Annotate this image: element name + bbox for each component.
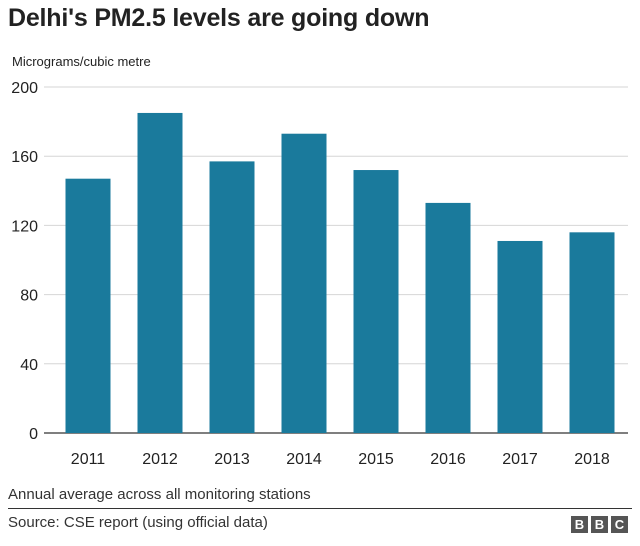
- x-axis-ticks: 2011 2012 2013 2014 2015 2016 2017 2018: [71, 451, 610, 468]
- x-tick-label: 2015: [358, 451, 394, 468]
- bar-2015: [353, 170, 399, 434]
- x-tick-label: 2012: [142, 451, 178, 468]
- bar-2017: [497, 240, 543, 433]
- y-tick-label: 0: [29, 426, 38, 443]
- y-tick-label: 80: [20, 288, 38, 305]
- source-text: Source: CSE report (using official data): [8, 514, 268, 531]
- y-tick-label: 120: [11, 218, 38, 235]
- bar-2013: [209, 161, 255, 433]
- bbc-logo: B B C: [571, 516, 628, 533]
- bar-2014: [281, 133, 327, 433]
- y-axis-unit-label: Micrograms/cubic metre: [12, 54, 151, 69]
- y-tick-label: 200: [11, 80, 38, 97]
- y-tick-label: 160: [11, 149, 38, 166]
- bars: [65, 112, 615, 434]
- x-tick-label: 2018: [574, 451, 610, 468]
- bbc-logo-letter: C: [611, 516, 628, 533]
- footnote: Annual average across all monitoring sta…: [8, 486, 311, 503]
- bar-2016: [425, 202, 471, 433]
- bar-2018: [569, 232, 615, 433]
- x-tick-label: 2016: [430, 451, 466, 468]
- y-axis-ticks: 0 40 80 120 160 200: [11, 80, 38, 443]
- chart-title: Delhi's PM2.5 levels are going down: [8, 4, 430, 32]
- bar-2011: [65, 178, 111, 433]
- bbc-logo-letter: B: [591, 516, 608, 533]
- footer-divider: [8, 508, 632, 509]
- x-tick-label: 2011: [71, 451, 106, 468]
- x-tick-label: 2014: [286, 451, 322, 468]
- bar-2012: [137, 112, 183, 433]
- bbc-logo-letter: B: [571, 516, 588, 533]
- x-tick-label: 2017: [502, 451, 538, 468]
- y-tick-label: 40: [20, 357, 38, 374]
- x-tick-label: 2013: [214, 451, 250, 468]
